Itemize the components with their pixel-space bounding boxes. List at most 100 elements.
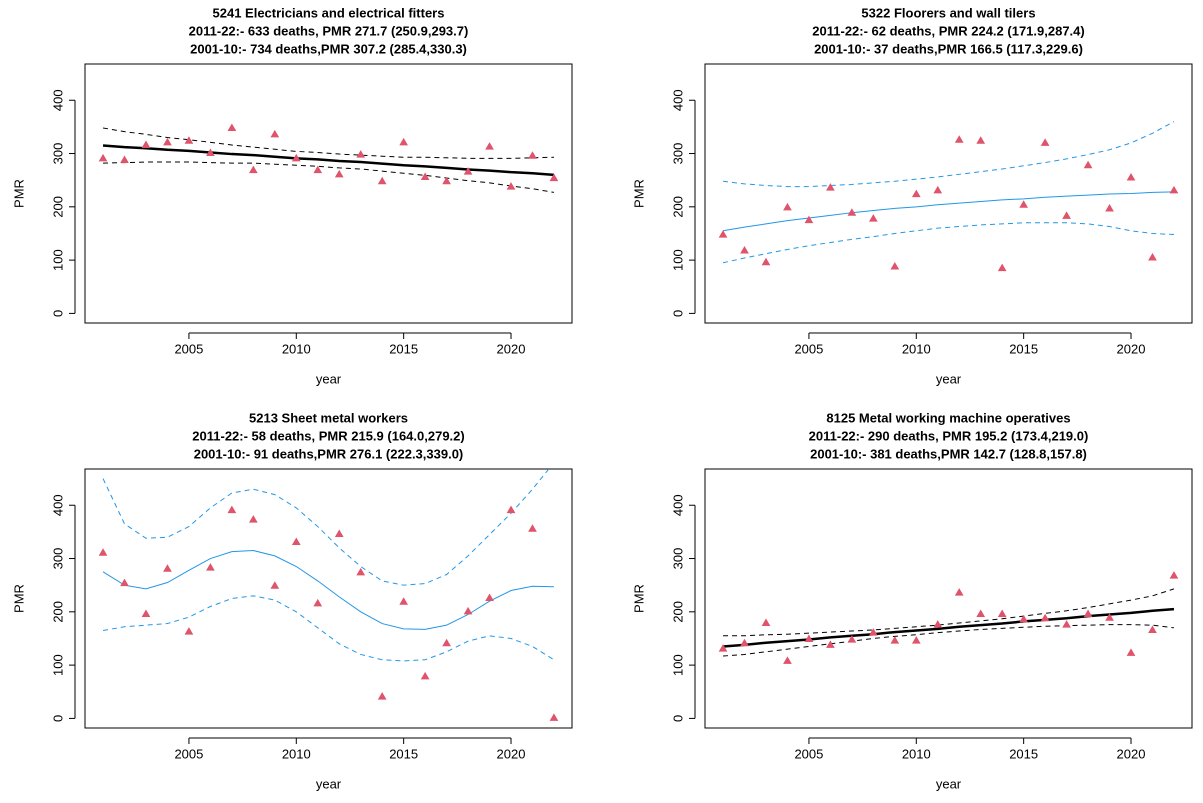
point bbox=[313, 165, 323, 174]
y-tick-label: 200 bbox=[50, 601, 65, 623]
point bbox=[740, 638, 749, 647]
y-tick-label: 400 bbox=[50, 89, 65, 111]
point bbox=[1148, 252, 1157, 261]
point bbox=[1083, 160, 1093, 169]
plot-box bbox=[84, 63, 573, 324]
point bbox=[442, 638, 451, 647]
point bbox=[1105, 613, 1114, 621]
x-tick-label: 2010 bbox=[902, 341, 931, 356]
chart-subtitle: 2001-10:- 91 deaths,PMR 276.1 (222.3,339… bbox=[194, 446, 464, 461]
ci-line bbox=[723, 588, 1175, 637]
point bbox=[740, 246, 749, 254]
chart-subtitle: 2001-10:- 734 deaths,PMR 307.2 (285.4,33… bbox=[190, 41, 467, 56]
point bbox=[1040, 613, 1050, 622]
point bbox=[826, 640, 835, 648]
point bbox=[1105, 203, 1114, 212]
ci-line bbox=[722, 222, 1174, 264]
point bbox=[783, 656, 792, 664]
point bbox=[826, 183, 835, 191]
point bbox=[890, 636, 900, 644]
x-tick-label: 2020 bbox=[1117, 746, 1146, 761]
point bbox=[442, 176, 451, 185]
point bbox=[463, 167, 473, 175]
ci-line bbox=[102, 469, 550, 586]
point bbox=[804, 634, 814, 643]
point bbox=[356, 567, 366, 576]
x-axis-label: year bbox=[936, 371, 962, 386]
ci-line bbox=[102, 127, 554, 159]
point bbox=[141, 140, 151, 149]
fit-lines bbox=[722, 588, 1175, 657]
y-tick-label: 200 bbox=[670, 601, 685, 623]
point bbox=[1169, 185, 1179, 194]
fit-lines bbox=[102, 127, 555, 193]
x-tick-label: 2005 bbox=[174, 746, 203, 761]
point bbox=[377, 176, 387, 185]
point bbox=[98, 548, 108, 556]
fit-lines bbox=[102, 469, 555, 662]
point bbox=[847, 208, 857, 216]
point bbox=[1019, 200, 1029, 208]
ci-line bbox=[102, 595, 555, 662]
fit-line bbox=[722, 191, 1174, 232]
ci-line bbox=[722, 121, 1175, 188]
x-axis-label: year bbox=[936, 776, 962, 791]
chart-subtitle: 2011-22:- 62 deaths, PMR 224.2 (171.9,28… bbox=[812, 23, 1084, 38]
panel: 5322 Floorers and wall tilers 2011-22:- 6… bbox=[631, 5, 1193, 386]
fit-line bbox=[102, 550, 554, 630]
point bbox=[356, 150, 366, 158]
point bbox=[933, 620, 943, 628]
point bbox=[120, 578, 129, 587]
point bbox=[163, 137, 172, 146]
x-tick-label: 2010 bbox=[902, 746, 931, 761]
y-tick-label: 300 bbox=[670, 143, 685, 165]
chart-subtitle: 2011-22:- 290 deaths, PMR 195.2 (173.4,2… bbox=[809, 428, 1089, 443]
y-tick-label: 0 bbox=[50, 310, 65, 317]
point bbox=[1169, 571, 1179, 579]
point bbox=[334, 169, 344, 178]
point bbox=[528, 151, 537, 159]
point bbox=[1126, 173, 1136, 181]
y-tick-label: 100 bbox=[50, 654, 65, 676]
point bbox=[761, 618, 771, 627]
point bbox=[976, 136, 986, 144]
y-tick-label: 400 bbox=[670, 89, 685, 111]
point bbox=[485, 142, 494, 150]
point bbox=[868, 214, 878, 222]
point bbox=[141, 609, 151, 617]
fit-line bbox=[102, 144, 555, 177]
point bbox=[1040, 138, 1050, 146]
point bbox=[997, 609, 1007, 617]
y-axis-label: PMR bbox=[11, 584, 26, 613]
chart-subtitle: 2001-10:- 37 deaths,PMR 166.5 (117.3,229… bbox=[814, 41, 1083, 56]
x-tick-label: 2005 bbox=[174, 341, 203, 356]
point bbox=[206, 563, 215, 571]
chart-title: 8125 Metal working machine operatives bbox=[826, 410, 1070, 425]
point bbox=[227, 123, 237, 131]
plot-box bbox=[704, 63, 1193, 324]
x-tick-label: 2015 bbox=[389, 746, 418, 761]
point bbox=[954, 135, 964, 143]
y-axis-label: PMR bbox=[11, 179, 26, 208]
y-tick-label: 300 bbox=[50, 143, 65, 165]
y-tick-label: 300 bbox=[670, 548, 685, 570]
ci-line bbox=[723, 624, 1175, 657]
y-axis-label: PMR bbox=[631, 584, 646, 613]
point bbox=[783, 202, 792, 211]
y-tick-label: 300 bbox=[50, 548, 65, 570]
y-tick-label: 0 bbox=[50, 715, 65, 722]
point bbox=[399, 137, 409, 146]
point bbox=[399, 597, 409, 605]
y-tick-label: 200 bbox=[670, 196, 685, 218]
x-axis-label: year bbox=[316, 776, 342, 791]
point bbox=[485, 593, 494, 601]
point bbox=[377, 692, 387, 700]
point bbox=[997, 263, 1007, 272]
y-tick-label: 400 bbox=[670, 494, 685, 516]
point bbox=[420, 671, 430, 680]
y-tick-label: 400 bbox=[50, 494, 65, 516]
chart-subtitle: 2001-10:- 381 deaths,PMR 142.7 (128.8,15… bbox=[810, 446, 1087, 461]
x-tick-label: 2020 bbox=[1117, 341, 1146, 356]
point bbox=[1019, 614, 1029, 623]
